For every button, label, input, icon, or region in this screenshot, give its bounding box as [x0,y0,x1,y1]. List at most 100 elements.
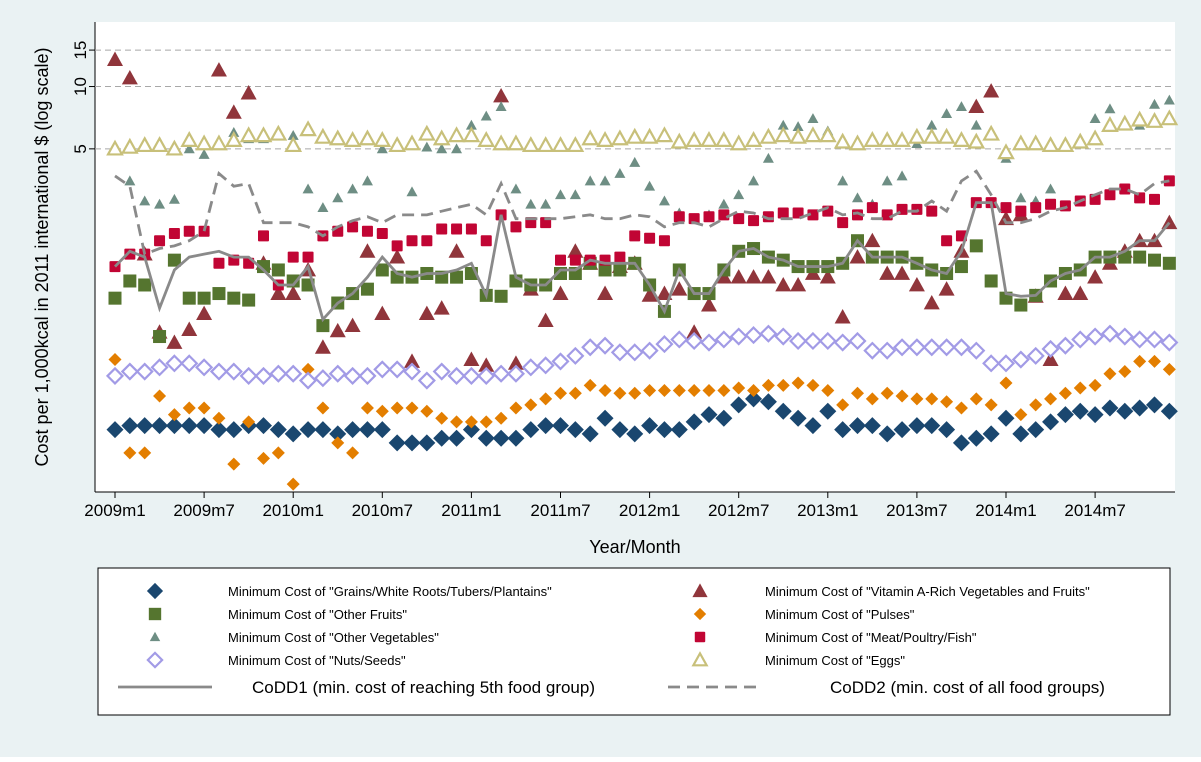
marker [907,338,926,357]
marker [433,429,451,447]
marker [479,415,493,429]
marker [271,263,285,277]
marker [673,211,685,223]
marker [1131,399,1149,417]
marker [803,331,823,351]
marker [566,136,585,153]
marker [138,446,152,460]
marker [806,378,820,392]
marker [848,331,867,351]
marker [908,417,926,435]
marker [629,230,641,242]
marker [149,631,161,642]
legend-label: Minimum Cost of "Vitamin A-Rich Vegetabl… [765,584,1090,599]
marker [926,205,938,217]
marker [626,425,644,443]
marker [1119,183,1131,195]
marker [1073,381,1087,395]
x-tick-label: 2009m7 [173,501,234,520]
marker [536,356,555,375]
marker [123,274,137,288]
marker [691,651,709,667]
marker [747,384,761,398]
marker [1148,253,1161,267]
marker [375,263,389,277]
marker [107,51,123,66]
marker [657,384,671,398]
marker [435,411,449,425]
marker [848,134,867,151]
marker [167,408,181,422]
marker [361,225,373,237]
marker [402,362,422,381]
marker [464,415,478,429]
marker [908,127,926,144]
marker [404,353,420,368]
x-tick-label: 2012m1 [619,501,680,520]
marker [733,213,745,225]
marker [761,378,775,392]
marker [671,281,688,296]
marker [462,421,480,439]
marker [165,354,184,373]
marker [254,366,273,385]
marker [284,136,303,153]
marker [908,276,925,292]
marker [209,362,229,381]
marker [997,143,1015,160]
marker [316,319,330,333]
legend [97,567,1171,716]
marker [581,129,600,146]
marker [196,305,213,321]
marker [347,183,359,194]
marker [448,243,465,258]
marker [360,282,374,296]
marker [967,429,985,447]
marker [286,477,300,491]
legend-label: Minimum Cost of "Grains/White Roots/Tube… [228,584,552,599]
marker [391,240,403,252]
marker [819,269,836,284]
marker [644,232,656,244]
marker [819,402,837,420]
marker [269,364,288,383]
marker [703,211,715,223]
marker [106,421,124,439]
marker [165,139,184,156]
marker [510,221,522,233]
marker [317,202,329,213]
marker [1030,202,1042,214]
marker [388,360,407,379]
marker [878,425,896,443]
marker [952,338,971,357]
marker [462,126,481,143]
x-tick-label: 2011m7 [530,501,590,520]
marker [421,235,433,247]
marker [314,339,331,354]
marker [718,198,730,209]
marker [941,235,953,247]
marker [210,62,227,77]
marker [358,129,377,146]
marker [954,260,968,274]
marker [123,446,137,460]
marker [583,378,597,392]
marker [554,386,567,400]
marker [910,392,924,406]
marker [195,134,213,151]
marker [730,396,748,414]
marker [183,225,195,237]
marker [759,393,777,411]
marker [714,330,733,349]
marker [298,371,318,390]
marker [685,413,703,431]
marker [1056,406,1074,424]
legend-label: CoDD1 (min. cost of reaching 5th food gr… [252,678,595,697]
marker [864,232,881,248]
marker [316,401,330,415]
marker [521,358,540,377]
marker [198,148,210,159]
marker [834,421,852,439]
marker [892,338,912,357]
marker [628,386,642,400]
